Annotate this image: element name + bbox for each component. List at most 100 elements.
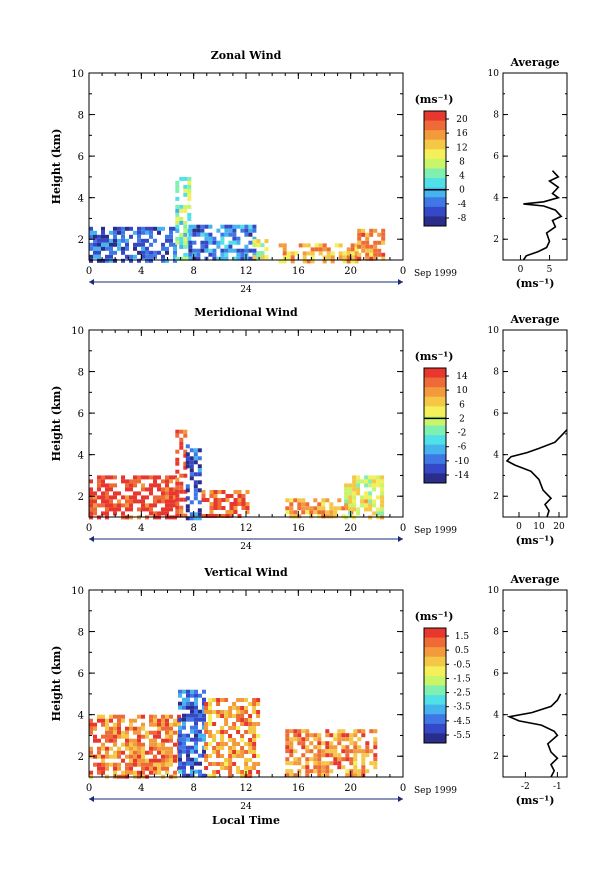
heatmap-cell — [344, 487, 349, 492]
heatmap-cell — [248, 224, 253, 229]
heatmap-cell — [305, 729, 310, 734]
heatmap-cell — [290, 259, 295, 264]
heatmap-cell — [338, 243, 343, 248]
heatmap-cell — [101, 491, 105, 496]
heatmap-cell — [256, 734, 261, 738]
heatmap-cell — [194, 689, 198, 694]
y-tick-label: 8 — [78, 368, 84, 379]
heatmap-cell — [198, 769, 202, 774]
heatmap-cell — [179, 256, 184, 261]
heatmap-cell — [373, 741, 378, 746]
heatmap-cell — [185, 516, 190, 521]
heatmap-cell — [369, 248, 374, 253]
heatmap-cell — [179, 497, 184, 502]
heatmap-cell — [161, 226, 165, 231]
heatmap-cell — [161, 754, 165, 759]
heatmap-cell — [289, 745, 294, 750]
heatmap-cell — [145, 750, 149, 755]
heatmap-cell — [228, 750, 233, 754]
heatmap-cell — [177, 722, 181, 727]
heatmap-cell — [182, 765, 186, 770]
heatmap-cell — [310, 251, 315, 256]
heatmap-cell — [161, 714, 165, 719]
colorbar-unit: (ms⁻¹) — [415, 93, 454, 106]
average-y-tick-label: 2 — [493, 235, 499, 245]
heatmap-cell — [236, 236, 241, 241]
heatmap-cell — [125, 742, 129, 747]
heatmap-cell — [244, 718, 249, 722]
heatmap-cell — [232, 236, 237, 241]
heatmap-cell — [137, 734, 141, 739]
heatmap-cell — [117, 226, 121, 231]
heatmap-cell — [252, 702, 257, 706]
heatmap-cell — [361, 244, 366, 249]
heatmap-cell — [183, 244, 188, 249]
heatmap-cell — [212, 734, 217, 738]
heatmap-cell — [369, 761, 374, 766]
heatmap-cell — [190, 745, 194, 750]
heatmap-cell — [321, 765, 326, 770]
heatmap-cell — [183, 188, 188, 193]
heatmap-cell — [188, 224, 193, 229]
heatmap-cell — [121, 258, 125, 263]
heatmap-cell — [240, 774, 245, 778]
heatmap-cell — [179, 473, 184, 478]
heatmap-cell — [318, 243, 323, 248]
heatmap-cell — [149, 738, 153, 743]
heatmap-cell — [97, 250, 101, 255]
heatmap-cell — [322, 243, 327, 248]
heatmap-cell — [329, 753, 334, 758]
heatmap-cell — [157, 762, 161, 767]
heatmap-cell — [302, 243, 307, 248]
heatmap-cell — [93, 491, 97, 496]
average-profile-line — [506, 693, 562, 778]
heatmap-cell — [197, 464, 202, 469]
heatmap-cell — [153, 499, 157, 504]
heatmap-cell — [341, 729, 346, 734]
heatmap-cell — [252, 766, 257, 770]
heatmap-cell — [125, 507, 129, 512]
heatmap-cell — [187, 196, 192, 201]
heatmap-cell — [325, 510, 330, 515]
heatmap-cell — [297, 741, 302, 746]
heatmap-cell — [182, 701, 186, 706]
heatmap-cell — [121, 475, 125, 480]
heatmap-cell — [321, 761, 326, 766]
date-bar-arrow — [398, 536, 403, 542]
heatmap-cell — [236, 714, 241, 718]
heatmap-cell — [149, 762, 153, 767]
colorbar-segment — [424, 468, 446, 474]
heatmap-cell — [368, 499, 373, 504]
heatmap-cell — [129, 766, 133, 771]
heatmap-cell — [175, 212, 180, 217]
heatmap-cell — [165, 238, 169, 243]
heatmap-cell — [256, 251, 261, 256]
heatmap-cell — [202, 745, 206, 750]
heatmap-cell — [248, 774, 253, 778]
heatmap-cell — [182, 737, 186, 742]
heatmap-cell — [228, 770, 233, 774]
heatmap-cell — [186, 701, 190, 706]
colorbar-segment — [424, 463, 446, 470]
average-x-tick-label: 0 — [516, 522, 522, 532]
heatmap-cell — [353, 769, 358, 774]
heatmap-cell — [301, 745, 306, 750]
average-y-tick-label: 10 — [488, 326, 500, 336]
heatmap-cell — [165, 746, 169, 751]
heatmap-cell — [224, 710, 229, 714]
heatmap-cell — [121, 226, 125, 231]
heatmap-cell — [264, 247, 269, 252]
heatmap-cell — [309, 733, 314, 738]
heatmap-cell — [252, 742, 257, 746]
heatmap-cell — [341, 745, 346, 750]
heatmap-cell — [193, 492, 198, 497]
heatmap-cell — [190, 693, 194, 698]
heatmap-cell — [161, 246, 165, 251]
heatmap-cell — [137, 750, 141, 755]
heatmap-cell — [212, 248, 217, 253]
heatmap-cell — [353, 765, 358, 770]
heatmap-cell — [157, 250, 161, 255]
heatmap-cell — [97, 750, 101, 755]
